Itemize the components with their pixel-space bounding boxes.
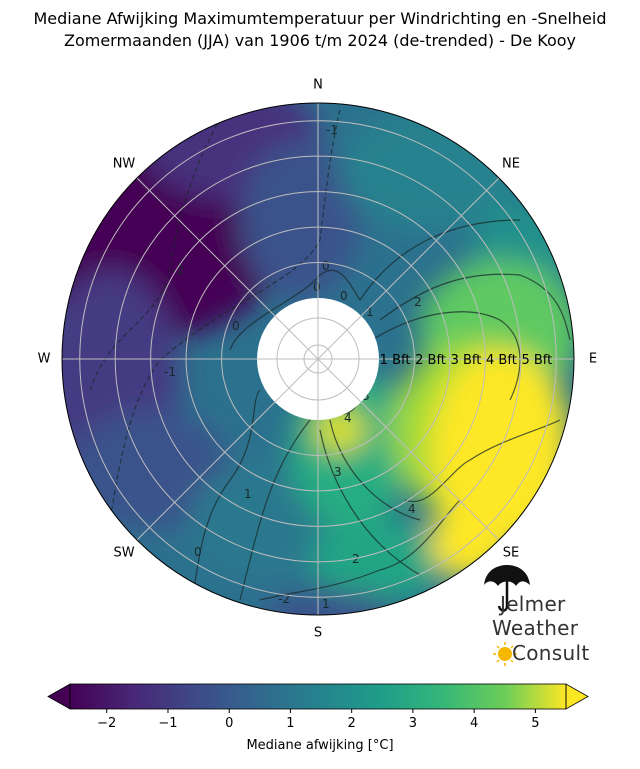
direction-label-se: SE [502, 545, 520, 561]
direction-label-sw: SW [113, 545, 135, 561]
colorbar-body [70, 684, 566, 709]
contour-line-2b [259, 499, 461, 601]
contour-label: 1 [366, 305, 374, 319]
center-spoke [317, 358, 362, 403]
center-spoke [274, 358, 319, 403]
contour-label: 2 [414, 295, 422, 309]
chart-title-line2: Zomermaanden (JJA) van 1906 t/m 2024 (de… [64, 31, 576, 50]
contour-label: 4 [408, 502, 416, 516]
contour-label: 2 [352, 552, 360, 566]
grid-spoke [360, 401, 500, 541]
polar-grid [62, 103, 574, 615]
colorbar-tick-label: 4 [470, 716, 478, 731]
contour-line-minus1 [109, 109, 341, 521]
colorbar-extend-high [565, 683, 589, 710]
contour-label: 3 [334, 465, 342, 479]
contour-label: 0 [340, 289, 348, 303]
logo-line3: Consult [512, 641, 590, 665]
colorbar-tick-label: −2 [97, 716, 116, 731]
colorbar-frame [69, 683, 567, 710]
sun-icon [493, 642, 517, 666]
contour-line-0 [189, 269, 361, 611]
contour-line-3 [329, 311, 521, 521]
grid-spoke [360, 177, 500, 317]
chart-title-line1: Mediane Afwijking Maximumtemperatuur per… [33, 9, 607, 28]
center-spoke [317, 315, 362, 360]
colorbar: −2 −1 0 1 2 3 4 5 [47, 683, 589, 731]
radial-labels: 1 Bft 2 Bft 3 Bft 4 Bft 5 Bft [380, 353, 553, 368]
contour-label: 0 [313, 280, 321, 294]
colorbar-label: Mediane afwijking [°C] [246, 738, 394, 753]
contour-label: 0 [232, 319, 240, 333]
umbrella-icon [484, 565, 530, 612]
contour-label: -2 [172, 263, 184, 277]
grid-spoke [136, 401, 276, 541]
colorbar-tick-label: 2 [348, 716, 356, 731]
direction-label-nw: NW [112, 156, 136, 172]
contour-label: 0 [194, 545, 202, 559]
contour-label: -2 [278, 592, 290, 606]
contour-line-minus2 [89, 109, 226, 391]
direction-label-e: E [588, 351, 598, 367]
direction-label-s: S [313, 625, 323, 641]
contour-label: 1 [322, 597, 330, 611]
colorbar-tick-label: 1 [286, 716, 294, 731]
logo-line2: Weather [492, 616, 579, 640]
direction-label-w: W [37, 351, 51, 367]
radial-label: 1 Bft [380, 353, 411, 368]
radial-label: 5 Bft [521, 353, 552, 368]
colorbar-tick-label: −1 [158, 716, 177, 731]
logo-line1: Jelmer [500, 592, 566, 616]
colorbar-extend-low [47, 683, 71, 710]
radial-label: 4 Bft [486, 353, 517, 368]
contour-label: -1 [164, 365, 176, 379]
polar-boundary [61, 102, 575, 616]
contour-label: 0 [322, 259, 330, 273]
direction-label-n: N [313, 77, 323, 93]
contour-label: 4 [344, 411, 352, 425]
direction-label-ne: NE [502, 156, 520, 172]
contour-label: -1 [326, 123, 338, 137]
grid-spoke [136, 177, 276, 317]
contour-label: 1 [244, 487, 252, 501]
radial-label: 3 Bft [451, 353, 482, 368]
colorbar-tick-label: 0 [225, 716, 233, 731]
radial-label: 2 Bft [415, 353, 446, 368]
center-grid [257, 298, 379, 420]
colorbar-tick-label: 5 [531, 716, 539, 731]
center-spoke [274, 315, 319, 360]
colorbar-tick-label: 3 [409, 716, 417, 731]
